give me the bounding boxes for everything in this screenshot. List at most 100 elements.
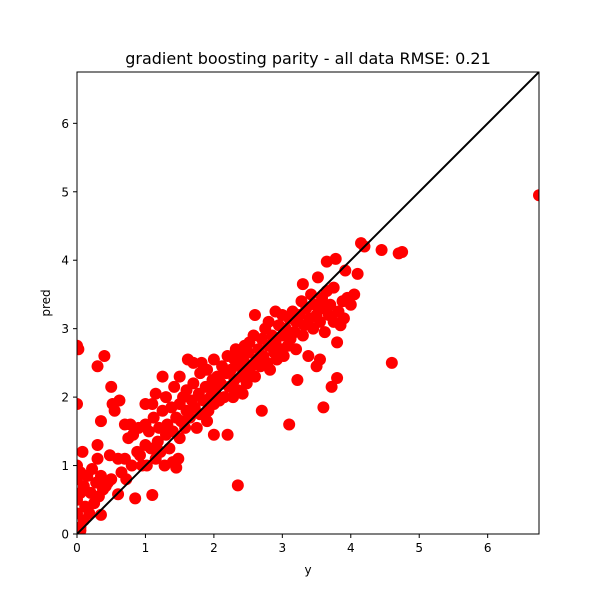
data-point xyxy=(277,350,290,363)
y-tick-label: 5 xyxy=(61,185,69,199)
data-point xyxy=(77,397,83,410)
data-point xyxy=(91,452,104,465)
y-tick-label: 1 xyxy=(61,459,69,473)
data-point xyxy=(337,312,350,325)
plot-area xyxy=(76,71,540,535)
y-axis-label: pred xyxy=(39,289,53,316)
data-point xyxy=(311,271,324,284)
data-point xyxy=(201,415,214,428)
data-point xyxy=(133,449,146,462)
points-layer xyxy=(77,189,539,534)
y-tick-label: 3 xyxy=(61,322,69,336)
data-point xyxy=(221,428,234,441)
x-tick-label: 4 xyxy=(347,541,355,555)
data-point xyxy=(324,298,337,311)
parity-line xyxy=(77,72,539,534)
data-point xyxy=(146,488,159,501)
data-point xyxy=(351,267,364,280)
data-point xyxy=(231,479,244,492)
x-tick-label: 2 xyxy=(210,541,218,555)
data-point xyxy=(91,360,104,373)
data-point xyxy=(325,380,338,393)
data-point xyxy=(296,329,309,342)
data-point xyxy=(533,189,539,202)
data-point xyxy=(375,243,388,256)
reference-line-layer xyxy=(77,72,539,534)
data-point xyxy=(172,452,185,465)
data-point xyxy=(291,374,304,386)
data-point xyxy=(147,411,160,424)
data-point xyxy=(190,421,203,434)
data-point xyxy=(218,391,231,404)
data-point xyxy=(108,404,121,417)
data-point xyxy=(91,439,104,452)
data-point xyxy=(159,391,172,404)
data-point xyxy=(255,404,268,417)
data-point xyxy=(264,363,277,376)
x-tick-label: 1 xyxy=(142,541,150,555)
data-point xyxy=(173,432,186,445)
data-point xyxy=(313,315,326,328)
data-point xyxy=(156,370,169,383)
data-point xyxy=(262,315,275,328)
x-tick-label: 0 xyxy=(73,541,81,555)
data-point xyxy=(327,281,340,294)
data-point xyxy=(98,350,111,363)
data-point xyxy=(329,252,342,265)
data-point xyxy=(348,288,361,301)
data-point xyxy=(248,308,261,321)
data-point xyxy=(331,371,344,384)
data-point xyxy=(207,428,220,441)
data-point xyxy=(201,363,214,376)
data-point xyxy=(125,459,138,472)
data-point xyxy=(242,346,255,359)
data-point xyxy=(236,387,249,400)
data-point xyxy=(187,377,200,390)
data-point xyxy=(142,425,155,438)
data-point xyxy=(296,278,309,291)
data-point xyxy=(313,353,326,366)
data-point xyxy=(129,492,142,505)
plot-frame xyxy=(76,71,540,535)
data-point xyxy=(187,356,200,369)
data-point xyxy=(318,326,331,339)
y-tick-label: 6 xyxy=(61,117,69,131)
x-tick-label: 6 xyxy=(484,541,492,555)
data-point xyxy=(86,462,99,475)
y-tick-label: 2 xyxy=(61,391,69,405)
data-point xyxy=(77,445,89,458)
data-point xyxy=(168,380,181,393)
x-tick-label: 3 xyxy=(279,541,287,555)
x-tick-label: 5 xyxy=(415,541,423,555)
data-point xyxy=(163,442,176,455)
y-axis: 0 1 2 3 4 5 6 xyxy=(61,117,77,542)
data-point xyxy=(146,397,159,410)
data-point xyxy=(283,418,296,431)
chart-title: gradient boosting parity - all data RMSE… xyxy=(125,49,491,68)
data-point xyxy=(207,353,220,366)
data-point xyxy=(105,380,118,393)
data-point xyxy=(344,298,357,311)
data-point xyxy=(183,411,196,424)
data-point xyxy=(83,507,96,520)
x-axis-label: y xyxy=(304,563,311,577)
data-point xyxy=(290,343,303,356)
data-point xyxy=(94,415,107,428)
data-point xyxy=(77,343,85,356)
data-point xyxy=(149,387,162,400)
data-point xyxy=(248,370,261,383)
y-tick-label: 0 xyxy=(61,528,69,542)
data-point xyxy=(396,246,409,259)
data-point xyxy=(317,401,330,414)
data-point xyxy=(151,435,164,448)
data-point xyxy=(240,377,253,390)
data-point xyxy=(179,421,192,434)
data-point xyxy=(173,370,186,383)
y-tick-label: 4 xyxy=(61,254,69,268)
data-point xyxy=(113,394,126,407)
data-point xyxy=(385,356,398,369)
data-point xyxy=(302,350,315,363)
data-point xyxy=(105,473,118,486)
x-axis: 0 1 2 3 4 5 6 xyxy=(73,534,491,555)
